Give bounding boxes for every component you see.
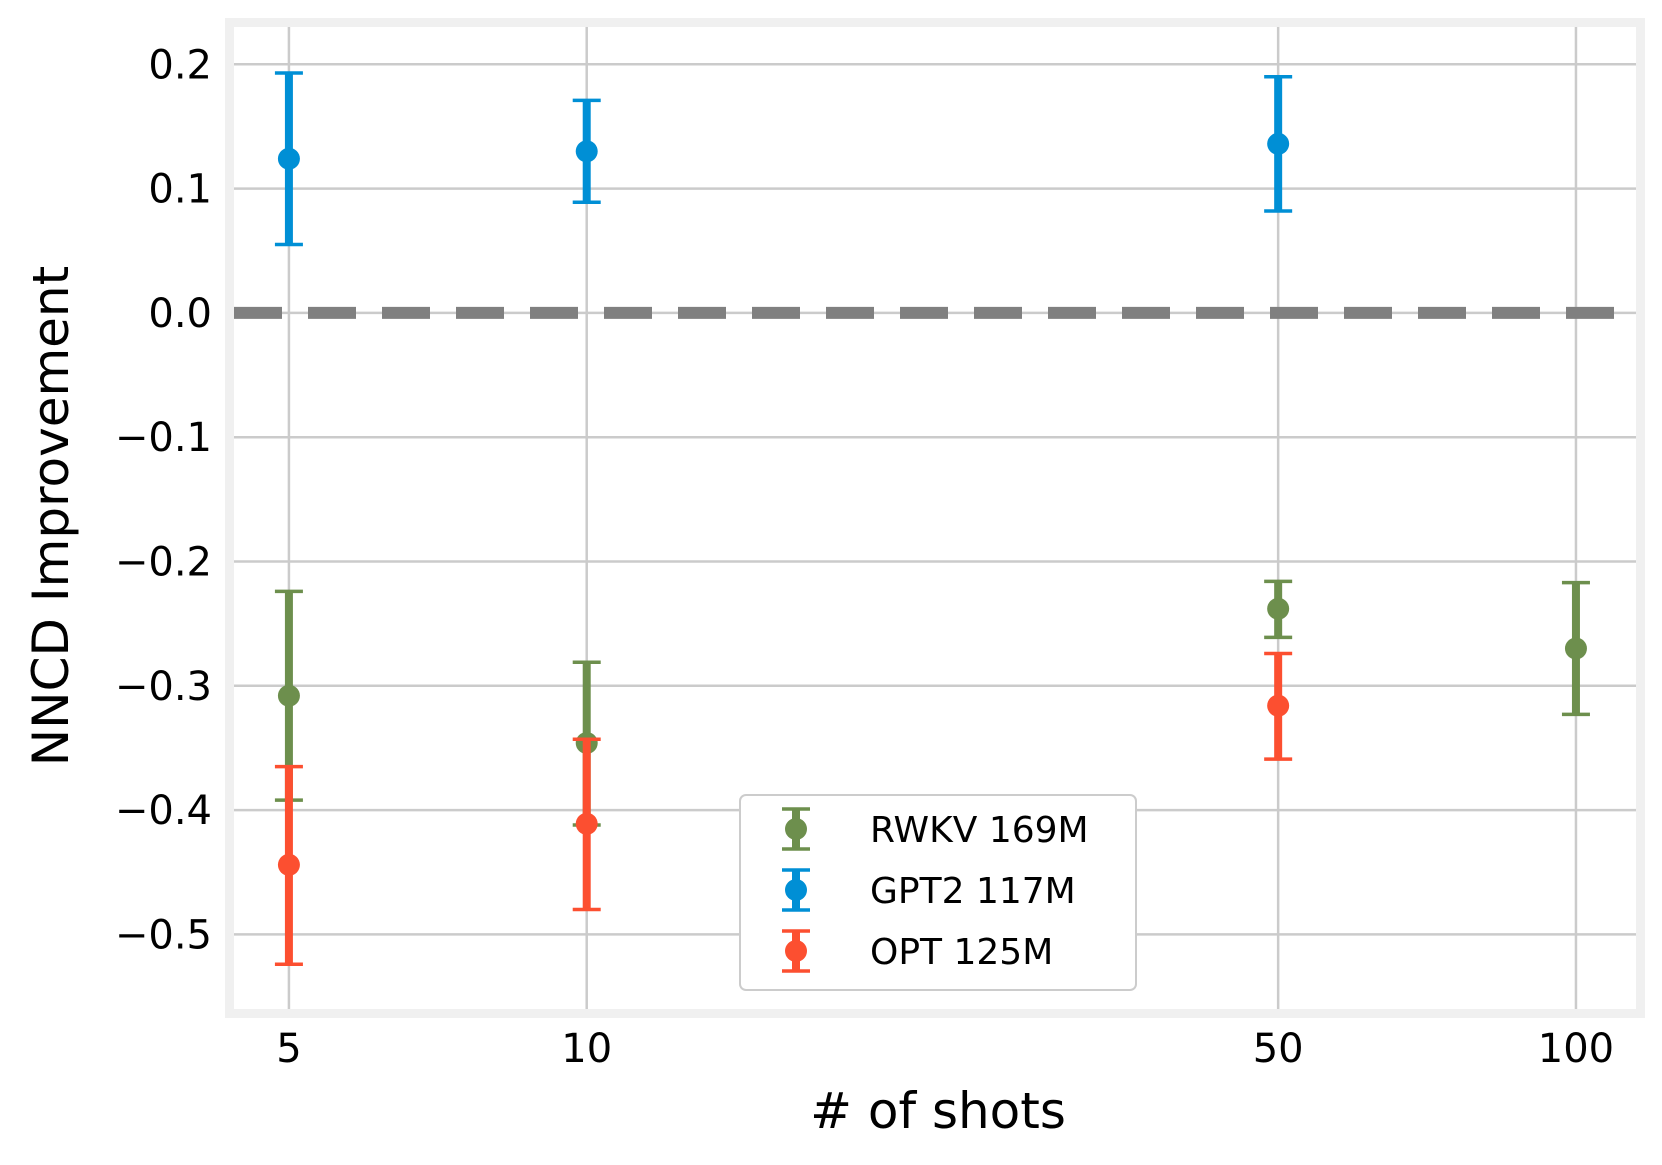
data-point: [1267, 694, 1290, 717]
legend-label: GPT2 117M: [870, 871, 1076, 912]
data-point: [575, 140, 598, 163]
legend-marker-dot: [785, 940, 807, 962]
y-axis-title: NNCD Improvement: [22, 266, 80, 766]
legend-label: RWKV 169M: [870, 810, 1089, 851]
data-point: [277, 684, 300, 707]
x-tick-label: 50: [1253, 1026, 1304, 1072]
y-tick-label: −0.4: [115, 788, 212, 834]
data-point: [1267, 132, 1290, 155]
data-point: [277, 853, 300, 876]
series-gpt2-117m: [274, 71, 1293, 247]
data-point: [575, 812, 598, 835]
legend-entry: GPT2 117M: [782, 868, 1076, 912]
legend-entries: RWKV 169M GPT2 117M OPT 125M: [782, 807, 1089, 973]
legend: RWKV 169M GPT2 117M OPT 125M: [739, 794, 1137, 991]
legend-entry: RWKV 169M: [782, 807, 1089, 851]
y-tick-label: −0.1: [115, 415, 212, 461]
y-tick-label: 0.0: [148, 291, 212, 337]
x-axis-title: # of shots: [810, 1082, 1066, 1140]
series-layer: [274, 71, 1590, 967]
series-opt-125m: [274, 651, 1293, 967]
y-tick-label: 0.1: [148, 167, 212, 213]
y-gridlines: [234, 63, 1636, 936]
y-tick-label: 0.2: [148, 42, 212, 88]
x-tick-label: 5: [276, 1026, 301, 1072]
y-tick-label: −0.5: [115, 912, 212, 958]
legend-label: OPT 125M: [870, 932, 1053, 973]
data-point: [1564, 637, 1587, 660]
x-tick-labels: 5 10 50 100: [276, 1026, 1614, 1072]
legend-box: [739, 794, 1137, 991]
legend-entry: OPT 125M: [782, 929, 1053, 973]
series-rwkv-169m: [274, 579, 1590, 827]
y-tick-label: −0.2: [115, 540, 212, 586]
x-tick-label: 10: [561, 1026, 612, 1072]
legend-marker-dot: [785, 818, 807, 840]
legend-marker-dot: [785, 879, 807, 901]
x-tick-label: 100: [1538, 1026, 1614, 1072]
y-tick-label: −0.3: [115, 664, 212, 710]
data-point: [277, 147, 300, 170]
data-point: [1267, 597, 1290, 620]
y-tick-labels: 0.2 0.1 0.0 −0.1 −0.2 −0.3 −0.4 −0.5: [115, 42, 212, 958]
